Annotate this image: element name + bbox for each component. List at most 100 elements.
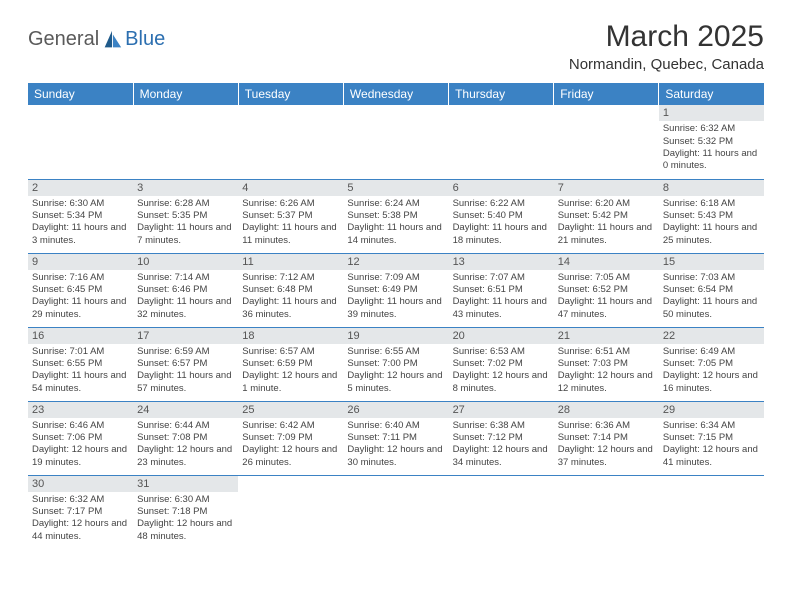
day-details: Sunrise: 6:42 AMSunset: 7:09 PMDaylight:… — [242, 420, 339, 469]
day-number: 16 — [28, 328, 133, 344]
calendar-cell: 12 Sunrise: 7:09 AMSunset: 6:49 PMDayligh… — [343, 253, 448, 327]
calendar-cell: 31Sunrise: 6:30 AMSunset: 7:18 PMDayligh… — [133, 475, 238, 549]
calendar-cell: 29Sunrise: 6:34 AMSunset: 7:15 PMDayligh… — [659, 401, 764, 475]
calendar-row: 16Sunrise: 7:01 AMSunset: 6:55 PMDayligh… — [28, 327, 764, 401]
day-number: 24 — [133, 402, 238, 418]
calendar-cell — [554, 475, 659, 549]
day-details: Sunrise: 6:20 AMSunset: 5:42 PMDaylight:… — [558, 198, 655, 247]
day-number: 5 — [343, 180, 448, 196]
day-details: Sunrise: 6:18 AMSunset: 5:43 PMDaylight:… — [663, 198, 760, 247]
calendar-cell: 16Sunrise: 7:01 AMSunset: 6:55 PMDayligh… — [28, 327, 133, 401]
logo-sail-icon — [101, 29, 123, 51]
day-number: 4 — [238, 180, 343, 196]
day-number: 28 — [554, 402, 659, 418]
day-number: 17 — [133, 328, 238, 344]
calendar-body: 1 Sunrise: 6:32 AMSunset: 5:32 PMDaylight… — [28, 105, 764, 549]
day-details: Sunrise: 7:14 AMSunset: 6:46 PMDaylight:… — [137, 272, 234, 321]
day-number: 7 — [554, 180, 659, 196]
calendar-cell: 14 Sunrise: 7:05 AMSunset: 6:52 PMDayligh… — [554, 253, 659, 327]
day-details: Sunrise: 6:36 AMSunset: 7:14 PMDaylight:… — [558, 420, 655, 469]
day-number: 15 — [659, 254, 764, 270]
calendar-row: 9 Sunrise: 7:16 AMSunset: 6:45 PMDaylight… — [28, 253, 764, 327]
day-details: Sunrise: 6:44 AMSunset: 7:08 PMDaylight:… — [137, 420, 234, 469]
calendar-cell: 6 Sunrise: 6:22 AMSunset: 5:40 PMDaylight… — [449, 179, 554, 253]
calendar-cell: 22 Sunrise: 6:49 AMSunset: 7:05 PMDayligh… — [659, 327, 764, 401]
day-details: Sunrise: 6:32 AMSunset: 7:17 PMDaylight:… — [32, 494, 129, 543]
calendar-cell: 15 Sunrise: 7:03 AMSunset: 6:54 PMDayligh… — [659, 253, 764, 327]
weekday-header: Friday — [554, 83, 659, 105]
calendar-cell: 4Sunrise: 6:26 AMSunset: 5:37 PMDaylight… — [238, 179, 343, 253]
day-number: 6 — [449, 180, 554, 196]
calendar-cell — [238, 105, 343, 179]
day-number: 8 — [659, 180, 764, 196]
day-number: 11 — [238, 254, 343, 270]
calendar-cell: 7 Sunrise: 6:20 AMSunset: 5:42 PMDaylight… — [554, 179, 659, 253]
calendar-cell — [659, 475, 764, 549]
month-title: March 2025 — [569, 20, 764, 54]
title-block: March 2025 Normandin, Quebec, Canada — [569, 20, 764, 73]
day-details: Sunrise: 7:09 AMSunset: 6:49 PMDaylight:… — [347, 272, 444, 321]
calendar-cell — [343, 475, 448, 549]
day-number: 26 — [343, 402, 448, 418]
calendar-cell: 11 Sunrise: 7:12 AMSunset: 6:48 PMDayligh… — [238, 253, 343, 327]
calendar-row: 2Sunrise: 6:30 AMSunset: 5:34 PMDaylight… — [28, 179, 764, 253]
day-details: Sunrise: 7:03 AMSunset: 6:54 PMDaylight:… — [663, 272, 760, 321]
day-number: 25 — [238, 402, 343, 418]
day-number: 27 — [449, 402, 554, 418]
calendar-cell — [554, 105, 659, 179]
day-number: 12 — [343, 254, 448, 270]
calendar-table: Sunday Monday Tuesday Wednesday Thursday… — [28, 83, 764, 549]
location: Normandin, Quebec, Canada — [569, 56, 764, 73]
calendar-cell: 25 Sunrise: 6:42 AMSunset: 7:09 PMDayligh… — [238, 401, 343, 475]
day-details: Sunrise: 6:32 AMSunset: 5:32 PMDaylight:… — [663, 123, 760, 172]
day-details: Sunrise: 7:12 AMSunset: 6:48 PMDaylight:… — [242, 272, 339, 321]
calendar-cell: 5Sunrise: 6:24 AMSunset: 5:38 PMDaylight… — [343, 179, 448, 253]
weekday-header-row: Sunday Monday Tuesday Wednesday Thursday… — [28, 83, 764, 105]
day-details: Sunrise: 6:46 AMSunset: 7:06 PMDaylight:… — [32, 420, 129, 469]
day-number: 9 — [28, 254, 133, 270]
calendar-cell: 9 Sunrise: 7:16 AMSunset: 6:45 PMDaylight… — [28, 253, 133, 327]
day-details: Sunrise: 7:05 AMSunset: 6:52 PMDaylight:… — [558, 272, 655, 321]
calendar-row: 1 Sunrise: 6:32 AMSunset: 5:32 PMDaylight… — [28, 105, 764, 179]
calendar-row: 30Sunrise: 6:32 AMSunset: 7:17 PMDayligh… — [28, 475, 764, 549]
calendar-cell — [449, 475, 554, 549]
calendar-cell: 8 Sunrise: 6:18 AMSunset: 5:43 PMDaylight… — [659, 179, 764, 253]
day-details: Sunrise: 7:07 AMSunset: 6:51 PMDaylight:… — [453, 272, 550, 321]
weekday-header: Monday — [133, 83, 238, 105]
day-details: Sunrise: 6:30 AMSunset: 7:18 PMDaylight:… — [137, 494, 234, 543]
header: General Blue March 2025 Normandin, Quebe… — [28, 20, 764, 73]
calendar-cell: 1 Sunrise: 6:32 AMSunset: 5:32 PMDaylight… — [659, 105, 764, 179]
logo-text-general: General — [28, 28, 99, 51]
day-number: 14 — [554, 254, 659, 270]
day-number: 1 — [659, 105, 764, 121]
day-details: Sunrise: 6:34 AMSunset: 7:15 PMDaylight:… — [663, 420, 760, 469]
calendar-cell: 23Sunrise: 6:46 AMSunset: 7:06 PMDayligh… — [28, 401, 133, 475]
calendar-cell — [449, 105, 554, 179]
calendar-row: 23Sunrise: 6:46 AMSunset: 7:06 PMDayligh… — [28, 401, 764, 475]
day-number: 2 — [28, 180, 133, 196]
day-number: 13 — [449, 254, 554, 270]
day-details: Sunrise: 6:38 AMSunset: 7:12 PMDaylight:… — [453, 420, 550, 469]
day-details: Sunrise: 6:51 AMSunset: 7:03 PMDaylight:… — [558, 346, 655, 395]
day-details: Sunrise: 6:28 AMSunset: 5:35 PMDaylight:… — [137, 198, 234, 247]
day-number: 22 — [659, 328, 764, 344]
day-details: Sunrise: 6:53 AMSunset: 7:02 PMDaylight:… — [453, 346, 550, 395]
calendar-cell — [28, 105, 133, 179]
calendar-cell: 19Sunrise: 6:55 AMSunset: 7:00 PMDayligh… — [343, 327, 448, 401]
calendar-cell: 13 Sunrise: 7:07 AMSunset: 6:51 PMDayligh… — [449, 253, 554, 327]
logo: General Blue — [28, 20, 165, 51]
calendar-cell: 17 Sunrise: 6:59 AMSunset: 6:57 PMDayligh… — [133, 327, 238, 401]
day-number: 10 — [133, 254, 238, 270]
day-details: Sunrise: 6:22 AMSunset: 5:40 PMDaylight:… — [453, 198, 550, 247]
day-details: Sunrise: 6:57 AMSunset: 6:59 PMDaylight:… — [242, 346, 339, 395]
day-number: 21 — [554, 328, 659, 344]
day-details: Sunrise: 6:49 AMSunset: 7:05 PMDaylight:… — [663, 346, 760, 395]
weekday-header: Saturday — [659, 83, 764, 105]
calendar-cell: 2Sunrise: 6:30 AMSunset: 5:34 PMDaylight… — [28, 179, 133, 253]
day-details: Sunrise: 6:40 AMSunset: 7:11 PMDaylight:… — [347, 420, 444, 469]
weekday-header: Tuesday — [238, 83, 343, 105]
day-details: Sunrise: 6:55 AMSunset: 7:00 PMDaylight:… — [347, 346, 444, 395]
day-details: Sunrise: 6:59 AMSunset: 6:57 PMDaylight:… — [137, 346, 234, 395]
day-details: Sunrise: 7:16 AMSunset: 6:45 PMDaylight:… — [32, 272, 129, 321]
calendar-cell: 10 Sunrise: 7:14 AMSunset: 6:46 PMDayligh… — [133, 253, 238, 327]
